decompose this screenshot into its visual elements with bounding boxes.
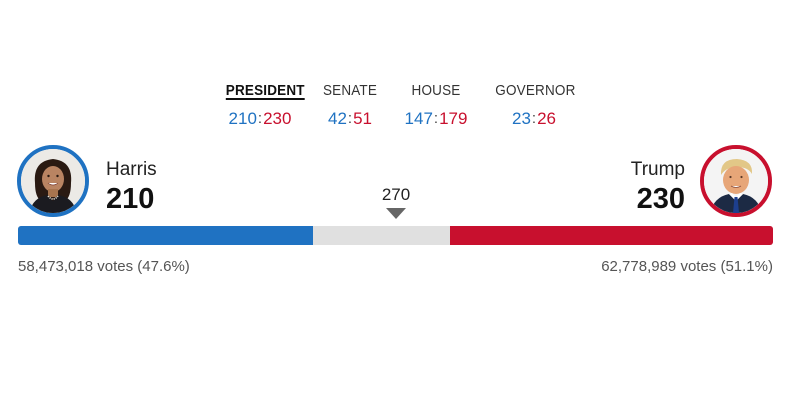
harris-electoral-votes: 210 xyxy=(106,183,155,215)
tab-governor-label: GOVERNOR xyxy=(495,82,576,99)
score-separator: : xyxy=(531,110,537,127)
house-dem-count: 147 xyxy=(404,109,433,128)
senate-dem-count: 42 xyxy=(327,109,347,128)
tab-house[interactable]: HOUSE 147:179 xyxy=(400,80,472,130)
trump-avatar xyxy=(700,145,772,217)
governor-dem-count: 23 xyxy=(511,109,531,128)
trump-electoral-votes: 230 xyxy=(636,183,685,215)
harris-popular-vote: 58,473,018 votes (47.6%) xyxy=(18,258,190,275)
president-score: 210:230 xyxy=(222,109,298,130)
threshold-label: 270 xyxy=(381,185,411,204)
race-tabs: PRESIDENT 210:230 SENATE 42:51 HOUSE 147… xyxy=(200,80,600,136)
trump-name: Trump xyxy=(630,159,685,180)
score-separator: : xyxy=(257,110,263,127)
house-score: 147:179 xyxy=(400,109,472,130)
score-separator: : xyxy=(347,110,353,127)
tab-senate[interactable]: SENATE 42:51 xyxy=(317,80,383,130)
harris-portrait xyxy=(21,149,85,213)
president-rep-count: 230 xyxy=(263,109,292,128)
house-rep-count: 179 xyxy=(439,109,468,128)
trump-bar-segment xyxy=(450,226,773,245)
harris-bar-segment xyxy=(18,226,313,245)
senate-rep-count: 51 xyxy=(353,109,372,128)
trump-portrait xyxy=(704,149,768,213)
president-dem-count: 210 xyxy=(228,109,257,128)
tab-house-label: HOUSE xyxy=(411,82,461,99)
tab-governor[interactable]: GOVERNOR 23:26 xyxy=(491,80,577,130)
governor-rep-count: 26 xyxy=(537,109,556,128)
harris-name: Harris xyxy=(106,159,157,180)
electoral-vote-bar xyxy=(18,226,773,245)
score-separator: : xyxy=(433,110,439,127)
governor-score: 23:26 xyxy=(491,109,577,130)
triangle-down-icon xyxy=(386,208,406,219)
trump-popular-vote: 62,778,989 votes (51.1%) xyxy=(601,258,773,275)
tab-president[interactable]: PRESIDENT 210:230 xyxy=(222,80,305,130)
senate-score: 42:51 xyxy=(317,109,383,130)
harris-avatar xyxy=(17,145,89,217)
tab-senate-label: SENATE xyxy=(322,82,378,99)
tab-president-label: PRESIDENT xyxy=(225,82,305,99)
